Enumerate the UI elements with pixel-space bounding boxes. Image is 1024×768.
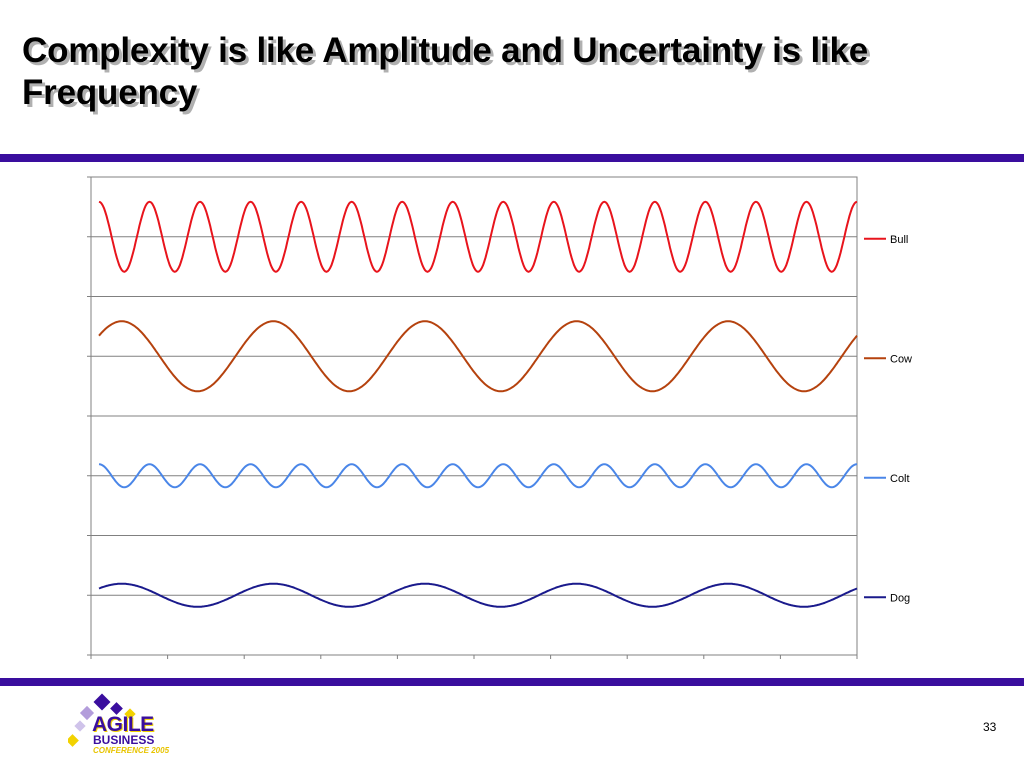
page-number: 33 bbox=[983, 720, 997, 734]
logo-text-conference: CONFERENCE 2005 bbox=[93, 746, 170, 755]
logo-text-business: BUSINESS bbox=[93, 733, 155, 747]
top-divider bbox=[0, 154, 1024, 162]
bottom-divider bbox=[0, 678, 1024, 686]
axis-ticks bbox=[87, 176, 858, 659]
series-lines bbox=[98, 200, 858, 608]
series-line-bull bbox=[98, 200, 858, 273]
legend-label-dog: Dog bbox=[890, 592, 910, 604]
series-line-colt bbox=[98, 463, 858, 489]
series-line-cow bbox=[98, 320, 858, 393]
series-line-dog bbox=[98, 582, 858, 608]
slide-title: Complexity is like Amplitude and Uncerta… bbox=[22, 31, 869, 112]
agile-business-logo bbox=[68, 693, 136, 747]
legend-label-cow: Cow bbox=[890, 353, 912, 365]
legend: Bull Cow Colt Dog bbox=[864, 234, 912, 604]
gridlines bbox=[91, 236, 857, 596]
legend-label-colt: Colt bbox=[890, 473, 910, 485]
legend-label-bull: Bull bbox=[890, 234, 908, 246]
logo-text-agile: AGILE bbox=[92, 713, 154, 736]
